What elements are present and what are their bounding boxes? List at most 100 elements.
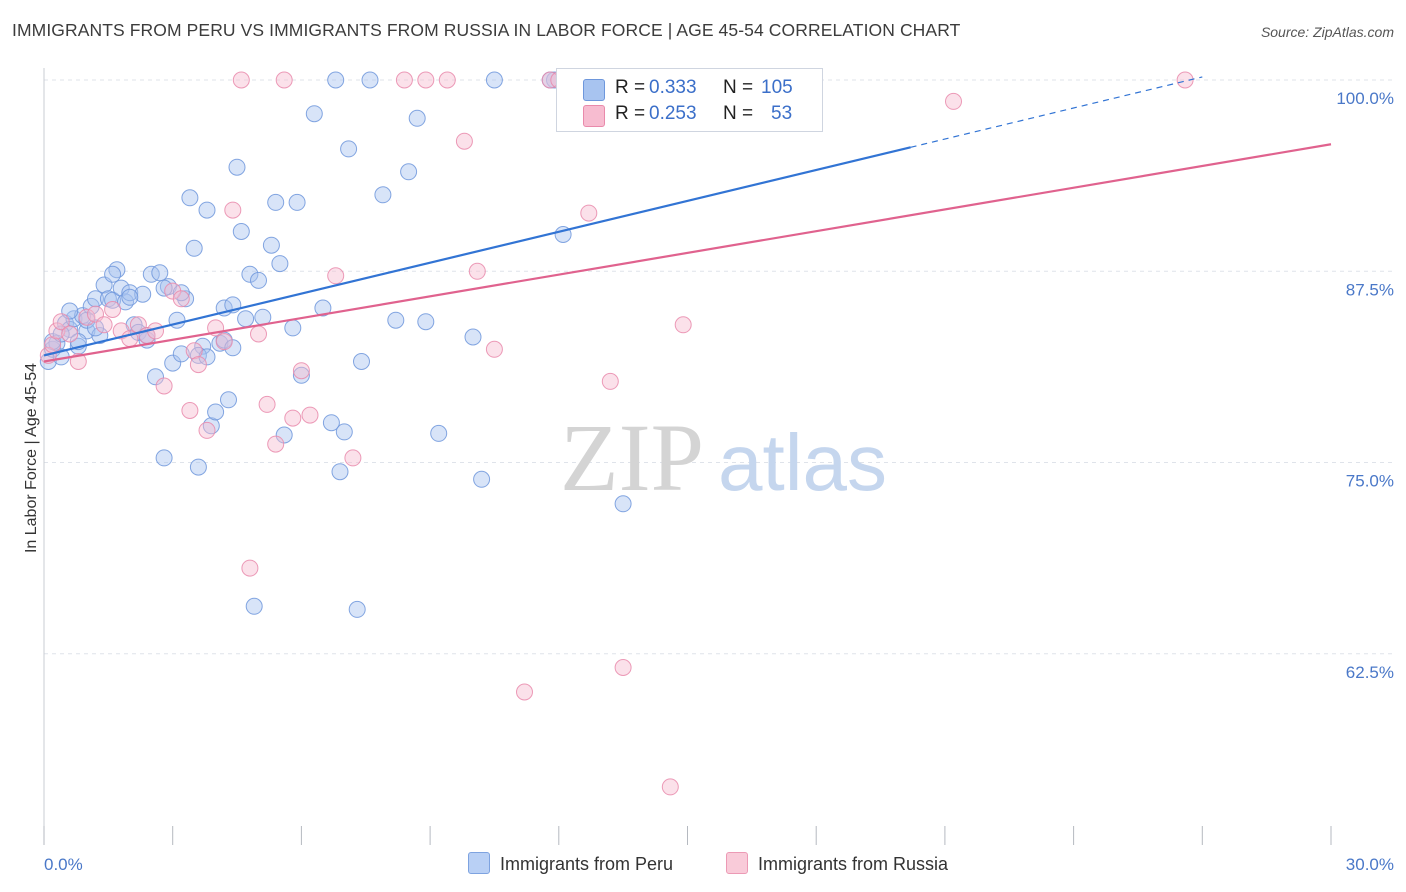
- data-point: [198, 201, 216, 219]
- bottom-legend-peru: Immigrants from Peru: [468, 852, 673, 876]
- data-point: [262, 236, 280, 254]
- legend-swatch-russia: [583, 105, 605, 127]
- data-point: [177, 290, 195, 308]
- bottom-legend-label-peru: Immigrants from Peru: [500, 854, 674, 874]
- data-point: [151, 264, 169, 282]
- data-point: [95, 316, 113, 334]
- data-point: [485, 340, 503, 358]
- data-point: [614, 495, 632, 513]
- watermark-atlas: atlas: [718, 418, 887, 507]
- data-point: [181, 189, 199, 207]
- data-point: [237, 310, 255, 328]
- data-point: [267, 435, 285, 453]
- data-point: [155, 449, 173, 467]
- data-point: [400, 163, 418, 181]
- data-point: [194, 337, 212, 355]
- y-tick-label: 62.5%: [1346, 663, 1394, 682]
- data-point: [172, 290, 190, 308]
- data-point: [387, 311, 405, 329]
- data-point: [361, 71, 379, 89]
- y-tick-label: 87.5%: [1346, 280, 1394, 299]
- data-point: [1176, 71, 1194, 89]
- data-point: [340, 140, 358, 158]
- data-point: [185, 239, 203, 257]
- data-point: [945, 92, 962, 110]
- data-point: [348, 600, 366, 618]
- source-label: Source: ZipAtlas.com: [1260, 24, 1394, 40]
- data-point: [395, 71, 413, 89]
- data-point: [155, 377, 173, 395]
- data-point: [220, 391, 237, 409]
- data-point: [189, 356, 207, 374]
- legend-r-label: R =: [615, 103, 646, 124]
- data-point: [215, 333, 233, 351]
- data-point: [147, 368, 164, 386]
- data-point: [284, 319, 302, 337]
- data-point: [374, 186, 392, 204]
- y-axis-label: In Labor Force | Age 45-54: [23, 363, 40, 553]
- legend-swatch-peru: [583, 79, 605, 101]
- bottom-legend-swatch-russia: [726, 852, 748, 874]
- data-point: [314, 299, 332, 317]
- data-point: [430, 424, 448, 442]
- data-point: [250, 325, 267, 343]
- data-point: [172, 284, 190, 302]
- bottom-legend-russia: Immigrants from Russia: [726, 852, 948, 876]
- y-tick-label: 75.0%: [1346, 472, 1394, 491]
- y-tick-label: 100.0%: [1336, 89, 1394, 108]
- data-point: [245, 597, 263, 615]
- trend-line-russia: [43, 143, 1332, 363]
- series-russia: [39, 71, 1194, 796]
- data-point: [267, 193, 285, 211]
- bottom-legend-swatch-peru: [468, 852, 490, 874]
- data-point: [228, 158, 246, 176]
- data-point: [172, 345, 190, 363]
- data-point: [275, 71, 293, 89]
- data-point: [301, 406, 319, 424]
- data-point: [224, 201, 242, 219]
- x-tick-label-min: 0.0%: [44, 855, 83, 874]
- data-point: [104, 291, 122, 309]
- data-point: [335, 423, 353, 441]
- data-point: [207, 403, 225, 421]
- data-point: [284, 409, 302, 427]
- data-point: [142, 265, 160, 283]
- stats-legend: R = 0.333 N = 105 R = 0.253 N = 53: [556, 68, 823, 132]
- data-point: [580, 204, 598, 222]
- data-point: [661, 778, 679, 796]
- data-point: [52, 313, 70, 331]
- data-point: [327, 71, 345, 89]
- data-point: [104, 265, 122, 283]
- axes-layer: 100.0% 87.5% 75.0% 62.5%: [43, 68, 1394, 845]
- data-point: [305, 105, 323, 123]
- legend-row-peru: R = 0.333 N = 105: [557, 75, 822, 101]
- data-point: [331, 463, 349, 481]
- data-point: [292, 366, 310, 384]
- data-point: [344, 449, 362, 467]
- data-point: [121, 284, 139, 302]
- data-point: [232, 223, 250, 240]
- legend-r-value: 0.253: [649, 103, 697, 124]
- data-point: [322, 414, 340, 432]
- data-point: [674, 316, 692, 334]
- data-point: [292, 362, 310, 380]
- legend-row-russia: R = 0.253 N = 53: [557, 101, 822, 127]
- data-point: [232, 71, 250, 89]
- legend-r-value: 0.333: [649, 77, 697, 98]
- data-point: [164, 354, 182, 372]
- data-point: [417, 71, 435, 89]
- bottom-legend-label-russia: Immigrants from Russia: [758, 854, 949, 874]
- data-point: [87, 290, 104, 308]
- legend-n-label: N =: [723, 103, 754, 124]
- legend-n-value: 53: [771, 103, 793, 124]
- legend-r-label: R =: [615, 77, 646, 98]
- chart-title: IMMIGRANTS FROM PERU VS IMMIGRANTS FROM …: [12, 20, 961, 40]
- data-point: [473, 470, 491, 488]
- data-point: [353, 353, 370, 370]
- data-point: [275, 426, 293, 444]
- data-point: [485, 71, 503, 89]
- trend-line-peru: [43, 146, 911, 357]
- data-point: [327, 267, 345, 285]
- data-point: [112, 279, 130, 297]
